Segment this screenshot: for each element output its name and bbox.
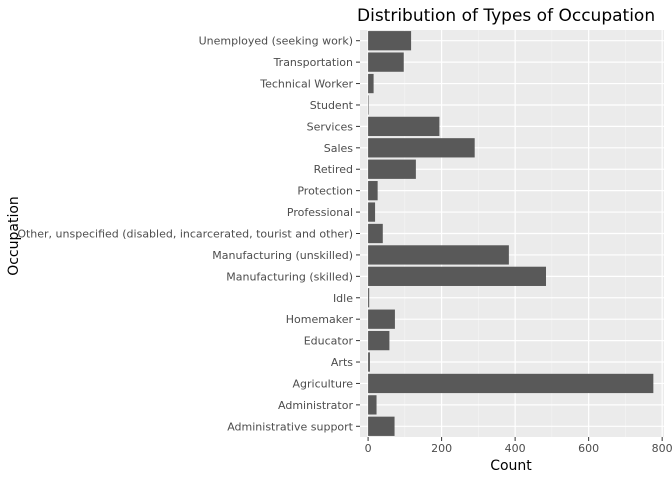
y-axis-title: Occupation [6, 196, 22, 276]
y-axis-ticks: Administrative support Administrator Agric… [17, 35, 360, 433]
x-tick-label: 400 [505, 442, 526, 455]
bar-manufacturing-skilled [368, 266, 547, 286]
bar-idle [368, 288, 370, 308]
y-tick-label: Protection [297, 185, 353, 198]
y-tick-label: Manufacturing (unskilled) [212, 249, 353, 262]
y-tick-label: Homemaker [286, 313, 354, 326]
bar-educator [368, 330, 390, 351]
x-axis-ticks: 0 200 400 600 800 [365, 437, 672, 455]
bar-manufacturing-unskilled [368, 245, 509, 265]
y-tick-label: Transportation [273, 56, 353, 69]
y-tick-label: Arts [331, 356, 353, 369]
bar-agriculture [368, 373, 654, 394]
y-tick-label: Technical Worker [259, 78, 353, 91]
bar-transportation [368, 52, 404, 72]
bar-other-unspecified-disabled-incarcerated-tourist-and-other [368, 223, 383, 244]
y-tick-label: Agriculture [293, 377, 354, 390]
bar-administrator [368, 395, 377, 415]
bar-student [368, 95, 369, 115]
y-tick-label: Administrator [278, 399, 353, 412]
bar-professional [368, 202, 376, 222]
bars [368, 31, 654, 436]
x-tick-label: 800 [652, 442, 672, 455]
x-tick-label: 0 [365, 442, 372, 455]
bar-homemaker [368, 309, 395, 329]
bar-sales [368, 138, 475, 158]
bar-unemployed-seeking-work [368, 31, 412, 51]
bar-administrative-support [368, 416, 395, 436]
y-tick-label: Manufacturing (skilled) [226, 270, 353, 283]
y-tick-label: Student [310, 99, 354, 112]
bar-protection [368, 181, 378, 201]
bar-services [368, 116, 440, 137]
y-tick-label: Retired [314, 163, 353, 176]
bar-retired [368, 159, 416, 179]
chart-title: Distribution of Types of Occupation [357, 6, 655, 26]
y-tick-label: Services [307, 120, 354, 133]
y-tick-label: Idle [333, 292, 353, 305]
y-tick-label: Educator [304, 335, 354, 348]
y-tick-label: Other, unspecified (disabled, incarcerat… [17, 228, 353, 241]
y-tick-label: Unemployed (seeking work) [199, 35, 353, 48]
x-tick-label: 600 [578, 442, 599, 455]
bar-arts [368, 352, 370, 372]
x-tick-label: 200 [431, 442, 452, 455]
x-axis-title: Count [490, 458, 532, 474]
y-tick-label: Professional [287, 206, 353, 219]
y-tick-label: Administrative support [227, 420, 353, 433]
bar-technical-worker [368, 73, 374, 94]
grid-lines [360, 30, 664, 437]
y-tick-label: Sales [324, 142, 354, 155]
